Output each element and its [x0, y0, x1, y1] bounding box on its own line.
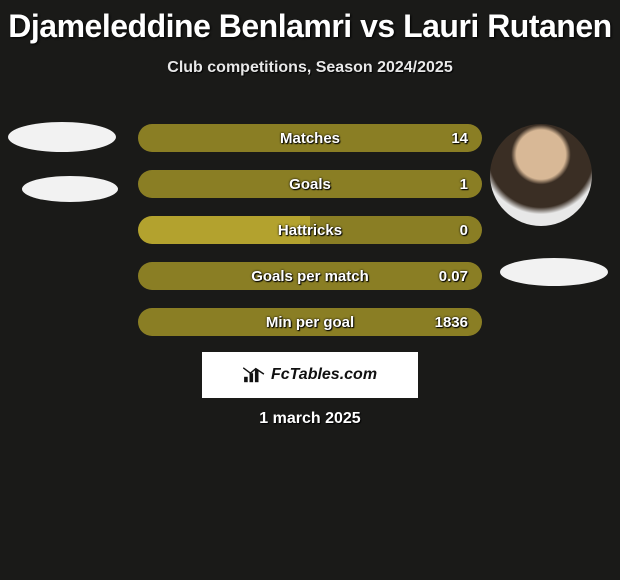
- fctables-label: FcTables.com: [271, 366, 377, 384]
- stat-bar-right: [138, 308, 482, 336]
- stat-bar-right: [138, 262, 482, 290]
- left-player-ellipse-1: [8, 122, 116, 152]
- page-title: Djameleddine Benlamri vs Lauri Rutanen: [0, 0, 620, 45]
- stat-bar-left: [138, 216, 310, 244]
- stat-bar: Min per goal 1836: [138, 308, 482, 336]
- right-player-avatar: [490, 124, 592, 226]
- right-player-ellipse: [500, 258, 608, 286]
- stat-bar: Hattricks 0: [138, 216, 482, 244]
- stat-bar-right: [138, 170, 482, 198]
- page-subtitle: Club competitions, Season 2024/2025: [0, 59, 620, 77]
- left-player-ellipse-2: [22, 176, 118, 202]
- stat-bar: Goals per match 0.07: [138, 262, 482, 290]
- stat-bar: Matches 14: [138, 124, 482, 152]
- stats-container: Matches 14 Goals 1 Hattricks 0 Goals per…: [138, 124, 482, 354]
- stat-bar-right: [138, 124, 482, 152]
- date-label: 1 march 2025: [0, 410, 620, 428]
- stat-bar-right: [310, 216, 482, 244]
- fctables-badge[interactable]: FcTables.com: [202, 352, 418, 398]
- stat-bar: Goals 1: [138, 170, 482, 198]
- bar-chart-icon: [243, 366, 265, 384]
